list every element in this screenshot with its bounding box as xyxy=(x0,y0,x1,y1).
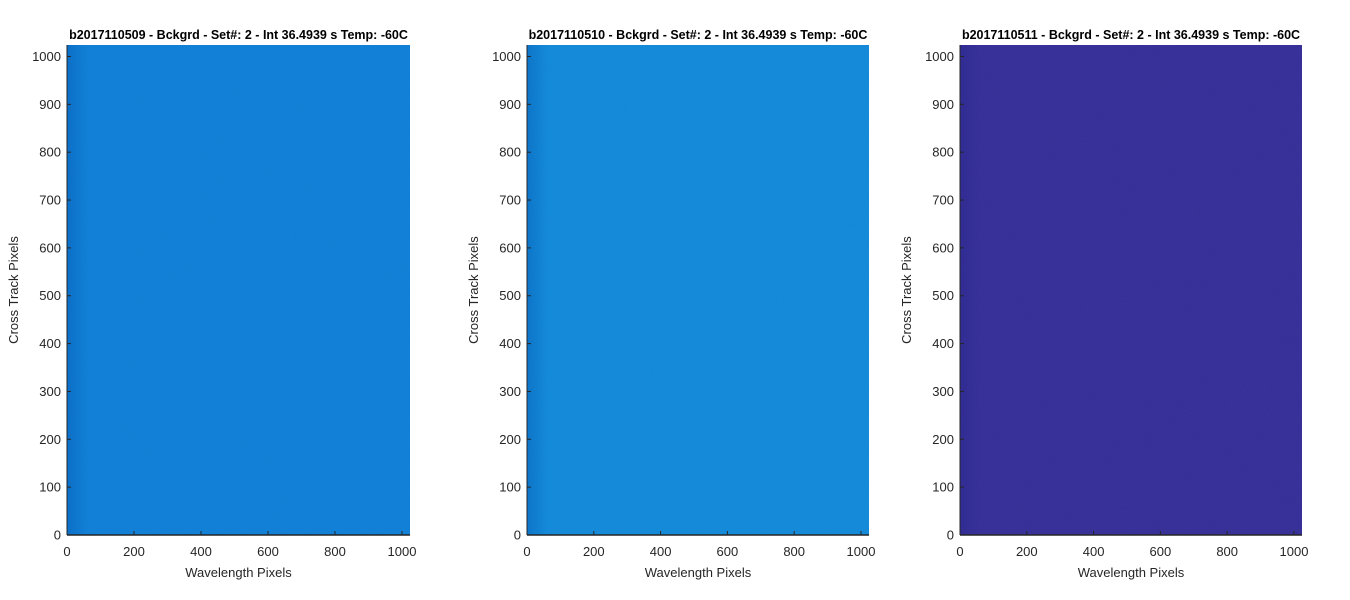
y-tick-label: 400 xyxy=(499,336,521,351)
y-tick-label: 1000 xyxy=(492,49,521,64)
y-axis-label: Cross Track Pixels xyxy=(899,236,914,344)
y-tick-label: 700 xyxy=(499,193,521,208)
heatmap-panel-2: 0 200 400 600 800 1000 0 100 200 300 400 500 600 700 8… xyxy=(466,28,875,580)
y-tick-label: 600 xyxy=(499,240,521,255)
x-tick-label: 600 xyxy=(1150,544,1172,559)
y-tick-label: 200 xyxy=(499,432,521,447)
y-tick-label: 0 xyxy=(947,528,954,543)
y-tick-label: 100 xyxy=(39,480,61,495)
x-tick-label: 800 xyxy=(1216,544,1238,559)
y-tick-label: 500 xyxy=(39,288,61,303)
x-axis-label: Wavelength Pixels xyxy=(645,565,752,580)
y-tick-label: 300 xyxy=(932,384,954,399)
y-axis-label: Cross Track Pixels xyxy=(466,236,481,344)
x-tick-label: 800 xyxy=(783,544,805,559)
y-tick-label: 600 xyxy=(39,240,61,255)
y-tick-label: 900 xyxy=(499,97,521,112)
x-tick-label: 0 xyxy=(63,544,70,559)
x-tick-label: 400 xyxy=(650,544,672,559)
y-tick-label: 400 xyxy=(932,336,954,351)
y-tick-label: 500 xyxy=(499,288,521,303)
heatmap-panel-3: 0 200 400 600 800 1000 0 100 200 300 400 500 600 700 8… xyxy=(899,28,1308,580)
x-tick-label: 1000 xyxy=(388,544,417,559)
y-tick-label: 0 xyxy=(514,528,521,543)
y-tick-label: 700 xyxy=(39,193,61,208)
y-tick-label: 100 xyxy=(499,480,521,495)
x-tick-label: 600 xyxy=(257,544,279,559)
x-tick-label: 1000 xyxy=(1280,544,1309,559)
y-tick-label: 300 xyxy=(499,384,521,399)
heatmap-noise-texture xyxy=(527,45,869,535)
panel-title: b2017110509 - Bckgrd - Set#: 2 - Int 36.… xyxy=(69,28,408,42)
x-tick-label: 400 xyxy=(1083,544,1105,559)
y-tick-label: 900 xyxy=(932,97,954,112)
x-axis-label: Wavelength Pixels xyxy=(185,565,292,580)
x-tick-label: 0 xyxy=(523,544,530,559)
panel-title: b2017110510 - Bckgrd - Set#: 2 - Int 36.… xyxy=(529,28,868,42)
heatmap-noise-texture xyxy=(960,45,1302,535)
y-tick-label: 300 xyxy=(39,384,61,399)
x-tick-label: 200 xyxy=(583,544,605,559)
y-tick-label: 200 xyxy=(932,432,954,447)
x-tick-label: 400 xyxy=(190,544,212,559)
y-tick-label: 200 xyxy=(39,432,61,447)
x-tick-label: 200 xyxy=(1016,544,1038,559)
y-tick-label: 900 xyxy=(39,97,61,112)
y-tick-label: 500 xyxy=(932,288,954,303)
y-tick-label: 800 xyxy=(499,145,521,160)
y-tick-label: 100 xyxy=(932,480,954,495)
y-tick-label: 400 xyxy=(39,336,61,351)
x-tick-label: 200 xyxy=(123,544,145,559)
y-tick-label: 800 xyxy=(39,145,61,160)
heatmap-panel-1: 0 200 400 600 800 1000 0 100 200 300 400 500 600 700 8… xyxy=(6,28,416,580)
x-tick-label: 800 xyxy=(324,544,346,559)
y-tick-label: 800 xyxy=(932,145,954,160)
y-tick-label: 1000 xyxy=(925,49,954,64)
heatmap-noise-texture xyxy=(67,45,410,535)
y-axis-label: Cross Track Pixels xyxy=(6,236,21,344)
panel-title: b2017110511 - Bckgrd - Set#: 2 - Int 36.… xyxy=(962,28,1300,42)
x-tick-label: 1000 xyxy=(847,544,876,559)
x-tick-label: 0 xyxy=(956,544,963,559)
x-tick-label: 600 xyxy=(717,544,739,559)
y-tick-label: 700 xyxy=(932,193,954,208)
x-axis-label: Wavelength Pixels xyxy=(1078,565,1185,580)
y-tick-label: 0 xyxy=(54,528,61,543)
y-tick-label: 600 xyxy=(932,240,954,255)
y-tick-label: 1000 xyxy=(32,49,61,64)
